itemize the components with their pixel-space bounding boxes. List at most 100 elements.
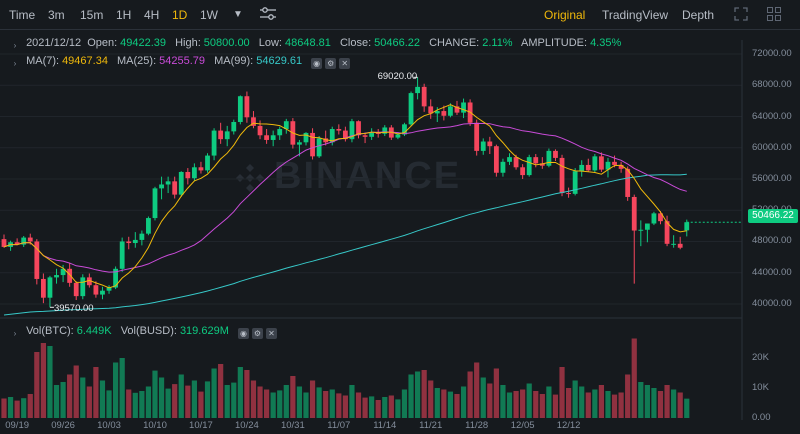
view-tradingview-tab[interactable]: TradingView xyxy=(602,8,669,22)
candle-body xyxy=(566,193,571,195)
volume-bar xyxy=(303,392,309,418)
candle-body xyxy=(428,106,434,114)
volume-bar xyxy=(218,364,224,418)
volume-tick-label: 0.00 xyxy=(752,412,771,423)
volume-bar xyxy=(178,374,184,418)
interval-1d[interactable]: 1D xyxy=(172,8,188,22)
volume-bar xyxy=(336,393,342,418)
volume-bar xyxy=(93,367,99,418)
candle-body xyxy=(402,124,407,135)
settings-icon[interactable]: ⚙ xyxy=(251,328,263,339)
candle-body xyxy=(172,181,178,195)
candle-body xyxy=(21,237,27,245)
volume-bar xyxy=(270,392,276,418)
volume-bar xyxy=(401,389,408,418)
volume-bar xyxy=(434,388,440,418)
interval-1h[interactable]: 1H xyxy=(116,8,132,22)
volume-bar xyxy=(441,389,447,418)
binance-watermark: BINANCE xyxy=(274,155,462,197)
volume-bar xyxy=(191,380,197,418)
candle-body xyxy=(572,171,578,194)
volume-bar xyxy=(572,380,578,418)
volume-bar xyxy=(47,346,53,418)
volume-bar xyxy=(677,392,683,418)
high-value: 50800.00 xyxy=(203,37,250,49)
volume-bar xyxy=(264,389,270,418)
candle-body xyxy=(283,121,289,130)
volume-bar xyxy=(585,392,591,418)
volume-bar xyxy=(290,376,296,418)
volume-bar xyxy=(152,370,158,418)
candle-body xyxy=(60,268,66,276)
low-annotation: 39570.00 xyxy=(53,303,94,315)
close-icon[interactable]: ✕ xyxy=(339,58,351,69)
candle-body xyxy=(664,221,670,244)
candle-body xyxy=(244,96,250,118)
candle-body xyxy=(119,241,125,269)
candle-body xyxy=(520,167,526,176)
candle-body xyxy=(474,122,480,151)
collapse-arrow-icon[interactable]: › xyxy=(13,41,17,50)
visibility-icon[interactable]: ◉ xyxy=(311,58,323,69)
visibility-icon[interactable]: ◉ xyxy=(237,328,249,339)
candle-body xyxy=(618,164,624,169)
view-original-tab[interactable]: Original xyxy=(544,8,586,22)
candle-body xyxy=(356,121,361,136)
volume-bar xyxy=(277,390,283,418)
vol-busd-label: Vol(BUSD): xyxy=(120,325,177,337)
high-label: High: xyxy=(175,37,201,49)
volume-bar xyxy=(113,362,119,418)
volume-bar xyxy=(480,377,486,418)
candle-body xyxy=(224,131,230,140)
candle-body xyxy=(454,106,460,113)
volume-bar xyxy=(395,399,401,418)
ma25-value: 54255.79 xyxy=(159,55,206,67)
volume-bar xyxy=(99,380,106,418)
volume-bar xyxy=(559,367,565,418)
change-label: CHANGE: xyxy=(429,37,480,49)
candle-body xyxy=(612,161,617,165)
candle-body xyxy=(40,278,46,298)
volume-bar xyxy=(684,398,690,418)
volume-bar xyxy=(546,386,552,418)
settings-icon[interactable]: ⚙ xyxy=(325,58,337,69)
candle-body xyxy=(448,106,453,116)
candle-body xyxy=(658,213,663,222)
interval-1w[interactable]: 1W xyxy=(200,8,218,22)
time-tick-label: 10/24 xyxy=(235,420,259,431)
volume-bar xyxy=(598,385,605,418)
volume-bar xyxy=(631,338,637,418)
volume-bar xyxy=(474,362,480,418)
interval-time[interactable]: Time xyxy=(9,8,36,22)
collapse-arrow-icon[interactable]: › xyxy=(13,329,17,338)
candle-body xyxy=(408,93,414,125)
ma99-line xyxy=(3,173,687,316)
more-intervals-dropdown-icon[interactable]: ▼ xyxy=(233,9,243,20)
ohlc-info: › 2021/12/12 Open: 49422.39 High: 50800.00… xyxy=(10,37,627,51)
interval-15m[interactable]: 15m xyxy=(80,8,104,22)
volume-bar xyxy=(382,397,388,418)
interval-4h[interactable]: 4H xyxy=(144,8,160,22)
fullscreen-icon[interactable] xyxy=(733,6,749,25)
volume-tick-label: 20K xyxy=(752,352,769,363)
volume-info: › Vol(BTC): 6.449K Vol(BUSD): 319.629M ◉ ⚙ ✕ xyxy=(10,325,280,339)
price-tick-label: 40000.00 xyxy=(752,297,792,309)
candle-body xyxy=(251,117,256,126)
candle-body xyxy=(218,130,224,140)
candle-body xyxy=(106,287,112,291)
indicator-settings-icon[interactable] xyxy=(259,5,277,26)
volume-bar xyxy=(204,381,211,418)
volume-bar xyxy=(27,394,33,418)
collapse-arrow-icon[interactable]: › xyxy=(13,59,17,68)
close-icon[interactable]: ✕ xyxy=(265,328,277,339)
grid-layout-icon[interactable] xyxy=(766,6,782,25)
candle-body xyxy=(86,277,92,286)
candle-body xyxy=(178,171,184,195)
ma7-label: MA(7): xyxy=(26,55,60,67)
view-depth-tab[interactable]: Depth xyxy=(682,8,715,22)
price-tick-label: 72000.00 xyxy=(752,48,792,60)
interval-3m[interactable]: 3m xyxy=(48,8,65,22)
candle-body xyxy=(34,241,40,279)
volume-bar xyxy=(40,343,46,418)
